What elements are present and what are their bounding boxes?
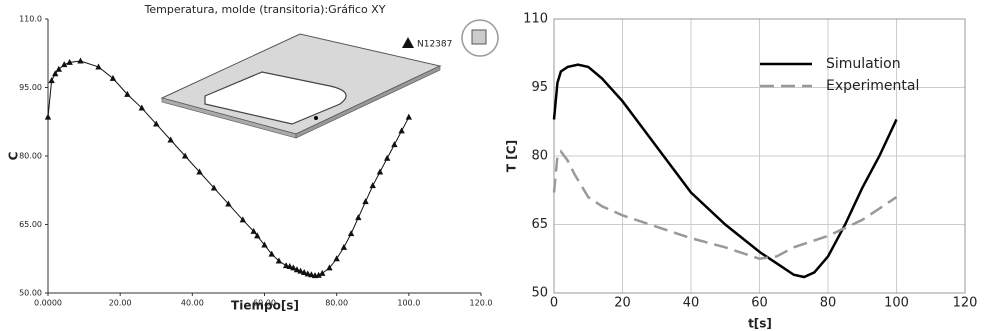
x-tick-label: 120 bbox=[953, 296, 978, 311]
marker bbox=[398, 127, 404, 133]
axis-cube-icon bbox=[462, 20, 498, 56]
x-tick-label: 40 bbox=[683, 296, 700, 311]
x-tick-label: 40.00 bbox=[181, 299, 204, 308]
marker bbox=[333, 255, 339, 261]
marker bbox=[391, 141, 397, 147]
marker bbox=[56, 66, 62, 72]
y-tick-label: 80 bbox=[531, 149, 548, 164]
x-tick-label: 0.0000 bbox=[34, 299, 62, 308]
x-tick-label: 120.0 bbox=[470, 299, 493, 308]
marker bbox=[77, 58, 83, 64]
marker bbox=[348, 230, 354, 236]
y-tick-label: 65.00 bbox=[19, 220, 42, 229]
marker bbox=[362, 198, 368, 204]
marker bbox=[355, 214, 361, 220]
marker bbox=[377, 168, 383, 174]
y-tick-label: 110 bbox=[523, 12, 548, 27]
y-axis-label: C bbox=[7, 151, 21, 160]
marker bbox=[48, 77, 54, 83]
x-tick-label: 80 bbox=[820, 296, 837, 311]
marker bbox=[406, 114, 412, 120]
y-tick-label: 50 bbox=[531, 286, 548, 301]
y-tick-label: 50.00 bbox=[19, 289, 42, 298]
x-tick-label: 60 bbox=[751, 296, 768, 311]
marker bbox=[370, 182, 376, 188]
x-tick-label: 20 bbox=[614, 296, 631, 311]
legend-label: Experimental bbox=[826, 78, 919, 94]
marker bbox=[110, 75, 116, 81]
legend-label: Simulation bbox=[826, 56, 901, 72]
x-tick-label: 80.00 bbox=[325, 299, 348, 308]
legend-label: N12387 bbox=[417, 40, 452, 50]
y-tick-label: 65 bbox=[531, 217, 548, 232]
x-tick-label: 100.0 bbox=[397, 299, 420, 308]
figure: 50.00 65.00 80.00 95.00 110.0 0.0000 20.00 40.0… bbox=[0, 0, 992, 331]
legend-marker bbox=[402, 37, 414, 48]
x-tick-label: 100 bbox=[884, 296, 909, 311]
marker bbox=[384, 155, 390, 161]
marker bbox=[45, 114, 51, 120]
x-tick-label: 20.00 bbox=[109, 299, 132, 308]
chart-title: Temperatura, molde (transitoria):Gráfico… bbox=[144, 3, 386, 16]
series-line bbox=[554, 151, 897, 258]
y-tick-label: 80.00 bbox=[19, 152, 42, 161]
mold-illustration bbox=[162, 20, 498, 138]
marker bbox=[319, 270, 325, 276]
y-tick-label: 95.00 bbox=[19, 83, 42, 92]
series-line bbox=[554, 65, 897, 277]
marker bbox=[341, 244, 347, 250]
y-tick-label: 110.0 bbox=[19, 15, 42, 24]
x-axis-label: Tiempo[s] bbox=[231, 299, 299, 313]
x-tick-label: 0 bbox=[550, 296, 558, 311]
x-axis-label: t[s] bbox=[748, 317, 772, 331]
y-axis-label: T [C] bbox=[505, 140, 519, 172]
y-tick-label: 95 bbox=[531, 80, 548, 95]
